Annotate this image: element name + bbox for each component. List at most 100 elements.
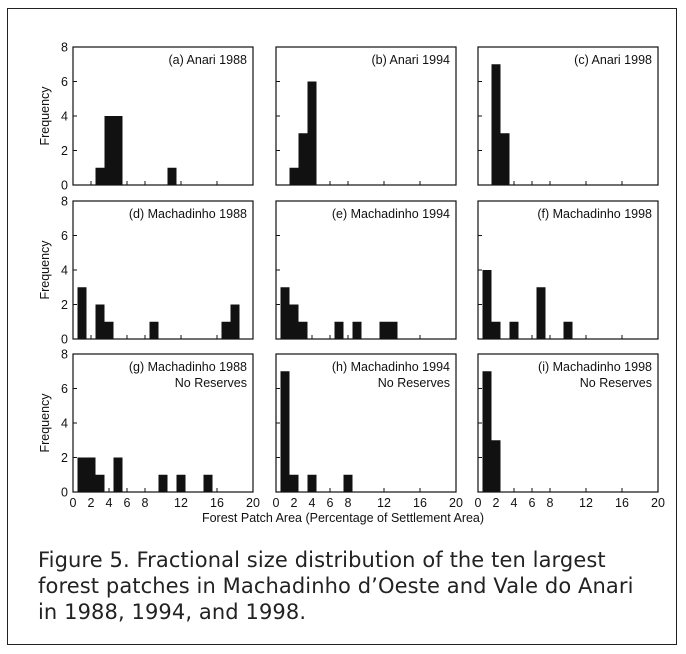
x-tick-label: 20 xyxy=(449,496,463,510)
panel-f: (f) Machadinho 1998 xyxy=(477,200,659,340)
y-axis-title: Frequency xyxy=(38,393,52,453)
histogram-bar xyxy=(158,474,168,492)
histogram-bar xyxy=(77,457,87,492)
histogram-bar xyxy=(176,474,186,492)
panel-label: (d) Machadinho 1988 xyxy=(129,207,247,221)
x-tick-label: 20 xyxy=(651,496,665,510)
x-tick-label: 0 xyxy=(475,496,482,510)
histogram-bar xyxy=(77,287,87,339)
x-tick-label: 6 xyxy=(529,496,536,510)
x-tick-label: 12 xyxy=(377,496,391,510)
x-tick-label: 20 xyxy=(246,496,260,510)
x-tick-label: 2 xyxy=(88,496,95,510)
panel-label: (b) Anari 1994 xyxy=(371,53,450,67)
histogram-bar xyxy=(334,321,344,339)
histogram-bar xyxy=(379,321,389,339)
histogram-bar xyxy=(113,457,123,492)
x-tick-label: 2 xyxy=(493,496,500,510)
histogram-bar xyxy=(563,321,573,339)
histogram-bar xyxy=(289,304,299,339)
x-axis-title: Forest Patch Area (Percentage of Settlem… xyxy=(202,511,484,525)
panel-axes-box xyxy=(275,353,457,493)
panel-axes-box xyxy=(477,200,659,340)
histogram-bar xyxy=(500,133,510,185)
histogram-bar xyxy=(149,321,159,339)
panel-i: 0 2 4 6 8 12 16 20 (i) Machadinho 1998 No Reserve… xyxy=(475,353,665,510)
histogram-bar xyxy=(280,371,290,492)
x-tick-label: 8 xyxy=(547,496,554,510)
histogram-bar xyxy=(104,321,114,339)
histogram-bar xyxy=(307,81,317,185)
histogram-bar xyxy=(280,287,290,339)
histogram-bar xyxy=(352,321,362,339)
histogram-bar xyxy=(203,474,213,492)
x-tick-label: 2 xyxy=(291,496,298,510)
histogram-bar xyxy=(491,440,501,492)
histogram-bar xyxy=(343,474,353,492)
histogram-bar xyxy=(221,321,231,339)
x-tick-label: 0 xyxy=(273,496,280,510)
panel-label: No Reserves xyxy=(175,376,247,390)
panel-a: 0 2 4 6 8 Frequency (a) Anari 1988 xyxy=(38,41,254,193)
x-tick-label: 4 xyxy=(106,496,113,510)
panel-label: (g) Machadinho 1988 xyxy=(129,360,247,374)
histogram-bar xyxy=(482,371,492,492)
histogram-bar xyxy=(230,304,240,339)
histogram-bar xyxy=(388,321,398,339)
panel-label: No Reserves xyxy=(378,376,450,390)
panel-label: (e) Machadinho 1994 xyxy=(332,207,450,221)
x-tick-label: 16 xyxy=(413,496,427,510)
y-tick-label: 0 xyxy=(61,179,68,193)
histogram-bar xyxy=(509,321,519,339)
panel-c: (c) Anari 1998 xyxy=(477,46,659,186)
panel-h: 0 2 4 6 8 12 16 20 (h) Machadinho 1994 No Reserve… xyxy=(273,353,463,510)
histogram-bar xyxy=(95,304,105,339)
x-tick-label: 12 xyxy=(174,496,188,510)
x-tick-label: 6 xyxy=(327,496,334,510)
x-tick-label: 4 xyxy=(511,496,518,510)
panel-label: (a) Anari 1988 xyxy=(168,53,247,67)
histogram-bar xyxy=(289,167,299,185)
panel-axes-box xyxy=(72,353,254,493)
y-tick-label: 2 xyxy=(61,451,68,465)
panel-axes-box xyxy=(275,200,457,340)
panel-label: (h) Machadinho 1994 xyxy=(332,360,450,374)
x-tick-label: 6 xyxy=(124,496,131,510)
histogram-bar xyxy=(167,167,177,185)
histogram-bar xyxy=(298,133,308,185)
x-tick-label: 12 xyxy=(579,496,593,510)
panel-d: 0 2 4 6 8 Frequency (d) Machadinho 1988 xyxy=(38,195,254,347)
panel-axes-box xyxy=(477,353,659,493)
y-tick-label: 4 xyxy=(61,110,68,124)
y-tick-label: 2 xyxy=(61,298,68,312)
y-tick-label: 4 xyxy=(61,264,68,278)
x-tick-label: 16 xyxy=(615,496,629,510)
x-tick-label: 8 xyxy=(142,496,149,510)
panel-label: (f) Machadinho 1998 xyxy=(537,207,652,221)
histogram-bar xyxy=(104,116,114,185)
x-tick-label: 4 xyxy=(309,496,316,510)
histogram-bar xyxy=(298,321,308,339)
histogram-bar xyxy=(95,474,105,492)
histogram-bar xyxy=(482,270,492,339)
histogram-bar xyxy=(491,321,501,339)
x-tick-label: 16 xyxy=(210,496,224,510)
y-tick-label: 0 xyxy=(61,333,68,347)
panel-e: (e) Machadinho 1994 xyxy=(275,200,457,340)
histogram-bar xyxy=(491,64,501,185)
y-tick-label: 8 xyxy=(61,195,68,209)
panel-b: (b) Anari 1994 xyxy=(275,46,457,186)
y-tick-label: 0 xyxy=(61,486,68,500)
histogram-bar xyxy=(86,457,96,492)
y-tick-label: 8 xyxy=(61,348,68,362)
figure-caption: Figure 5. Fractional size distribution o… xyxy=(38,548,634,624)
histogram-bar xyxy=(113,116,123,185)
histogram-bar xyxy=(95,167,105,185)
y-axis-title: Frequency xyxy=(38,86,52,146)
y-tick-label: 6 xyxy=(61,382,68,396)
y-tick-label: 2 xyxy=(61,144,68,158)
histogram-bar xyxy=(289,474,299,492)
y-tick-label: 6 xyxy=(61,229,68,243)
y-tick-label: 4 xyxy=(61,417,68,431)
